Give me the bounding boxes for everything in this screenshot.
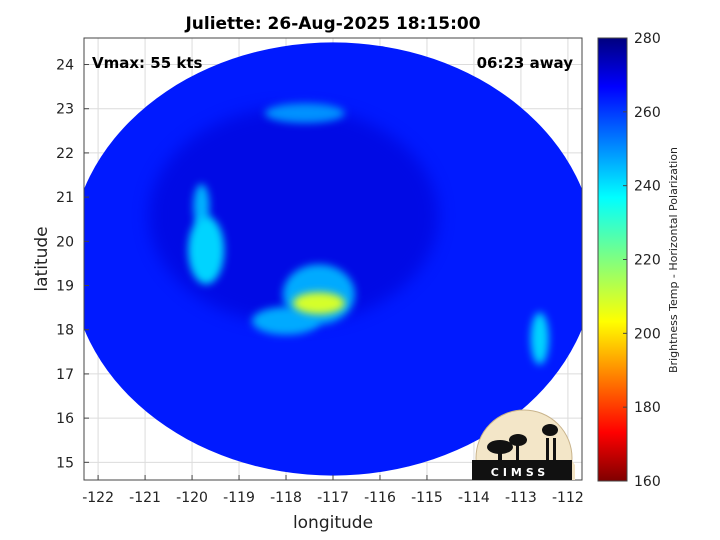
y-tick-label: 15 bbox=[56, 455, 74, 471]
y-tick-label: 19 bbox=[56, 279, 74, 295]
x-tick-label: -116 bbox=[364, 490, 396, 506]
x-tick-label: -112 bbox=[552, 490, 584, 506]
x-tick-label: -117 bbox=[317, 490, 349, 506]
y-tick-label: 22 bbox=[56, 146, 74, 162]
x-tick-labels: -122 -121 -120 -119 -118 -117 -116 -115 -114 -113… bbox=[82, 475, 584, 506]
y-tick-labels: 15 16 17 18 19 20 21 22 23 24 bbox=[56, 58, 89, 471]
y-tick-label: 21 bbox=[56, 190, 74, 206]
y-tick-label: 16 bbox=[56, 411, 74, 427]
feature-inner-band bbox=[252, 306, 321, 335]
colorbar-tick-label: 280 bbox=[634, 31, 661, 47]
colorbar-tick-label: 160 bbox=[634, 474, 661, 490]
y-tick-label: 23 bbox=[56, 102, 74, 118]
colorbar-tick-label: 180 bbox=[634, 400, 661, 416]
feature-northern-band bbox=[264, 103, 345, 124]
feature-warm-core bbox=[292, 292, 345, 315]
colorbar-label: Brightness Temp - Horizontal Polarizatio… bbox=[667, 147, 680, 373]
y-tick-label: 20 bbox=[56, 234, 74, 250]
colorbar-tick-labels: 160 180 200 220 240 260 280 bbox=[623, 31, 661, 490]
swath-cold-region bbox=[148, 107, 439, 324]
y-axis-label: latitude bbox=[32, 226, 52, 291]
chart-title: Juliette: 26-Aug-2025 18:15:00 bbox=[184, 14, 480, 34]
y-tick-label: 18 bbox=[56, 323, 74, 339]
x-tick-label: -115 bbox=[411, 490, 443, 506]
x-axis-label: longitude bbox=[293, 513, 373, 533]
feature-western-band bbox=[188, 216, 225, 285]
x-tick-label: -122 bbox=[82, 490, 114, 506]
feature-eastern-cell bbox=[530, 312, 549, 365]
cimss-logo: CIMSS bbox=[472, 409, 575, 480]
colorbar bbox=[597, 37, 628, 482]
x-tick-label: -113 bbox=[505, 490, 537, 506]
time-away-annotation: 06:23 away bbox=[477, 54, 574, 72]
vmax-annotation: Vmax: 55 kts bbox=[92, 54, 202, 72]
colorbar-tick-label: 200 bbox=[634, 326, 661, 342]
y-tick-label: 17 bbox=[56, 367, 74, 383]
logo-text: CIMSS bbox=[491, 466, 549, 479]
x-tick-label: -118 bbox=[270, 490, 302, 506]
colorbar-tick-label: 240 bbox=[634, 179, 661, 195]
x-tick-label: -119 bbox=[223, 490, 255, 506]
x-tick-label: -120 bbox=[176, 490, 208, 506]
y-tick-label: 24 bbox=[56, 58, 74, 74]
colorbar-tick-label: 260 bbox=[634, 105, 661, 121]
heatmap-swath bbox=[84, 42, 582, 476]
colorbar-tick-label: 220 bbox=[634, 253, 661, 269]
x-tick-label: -121 bbox=[129, 490, 161, 506]
x-tick-label: -114 bbox=[458, 490, 490, 506]
